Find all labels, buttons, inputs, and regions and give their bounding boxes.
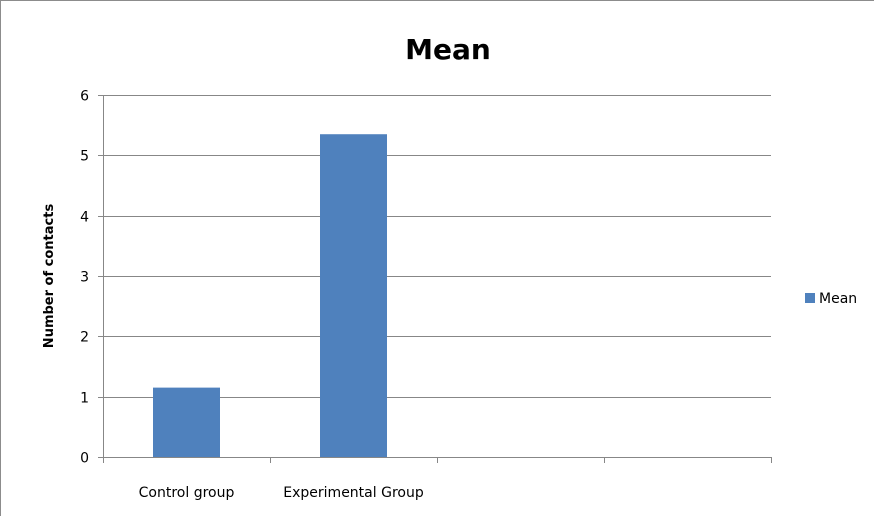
y-tick-label: 5 xyxy=(80,149,89,165)
y-tick-label: 1 xyxy=(80,391,89,407)
x-category-label: Control group xyxy=(139,485,235,501)
y-tick-label: 6 xyxy=(80,89,89,105)
y-tick-label: 0 xyxy=(80,451,89,467)
y-tick-labels: 0 1 2 3 4 5 6 xyxy=(80,89,89,467)
bar xyxy=(153,387,220,457)
bars xyxy=(153,134,387,457)
axes xyxy=(98,95,772,463)
x-category-label: Experimental Group xyxy=(283,485,424,501)
legend-swatch xyxy=(805,293,815,303)
x-category-labels: Control group Experimental Group xyxy=(139,485,424,501)
y-tick-label: 2 xyxy=(80,330,89,346)
chart-title: Mean xyxy=(405,33,491,66)
y-axis-label: Number of contacts xyxy=(42,204,57,349)
y-tick-label: 4 xyxy=(80,210,89,226)
y-tick-label: 3 xyxy=(80,270,89,286)
legend: Mean xyxy=(805,291,857,307)
gridlines xyxy=(103,95,771,398)
legend-label: Mean xyxy=(819,291,857,307)
bar xyxy=(320,134,387,457)
